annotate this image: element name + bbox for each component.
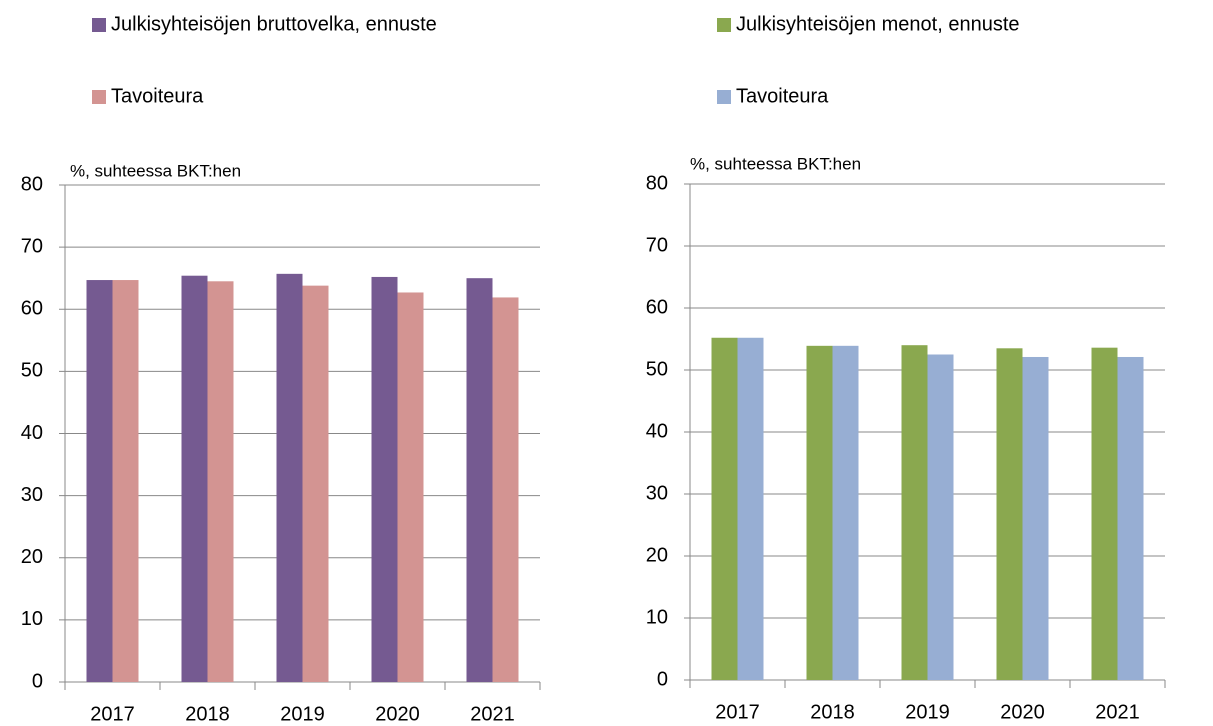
bar (181, 275, 208, 682)
y-tick-label: 0 (657, 668, 668, 690)
legend-swatch (717, 18, 731, 32)
bar (112, 280, 139, 682)
y-tick-label: 10 (21, 608, 43, 630)
bar (86, 280, 113, 682)
y-tick-label: 60 (21, 298, 43, 320)
y-tick-label: 50 (21, 360, 43, 382)
bar (1117, 356, 1144, 680)
bar (492, 297, 519, 682)
x-tick-label: 2018 (810, 701, 855, 723)
y-tick-label: 50 (646, 358, 668, 380)
y-tick-label: 40 (21, 422, 43, 444)
x-tick-label: 2021 (1095, 701, 1140, 723)
x-tick-label: 2017 (90, 703, 135, 725)
legend-label: Julkisyhteisöjen menot, ennuste (736, 13, 1020, 35)
bar (397, 292, 424, 682)
x-tick-label: 2017 (715, 701, 760, 723)
y-tick-label: 20 (646, 544, 668, 566)
y-tick-label: 20 (21, 546, 43, 568)
y-tick-label: 60 (646, 296, 668, 318)
bar (806, 345, 833, 680)
x-tick-label: 2019 (280, 703, 325, 725)
y-axis-label: %, suhteessa BKT:hen (690, 154, 861, 173)
bar (996, 348, 1023, 680)
bar (302, 285, 329, 682)
bar (371, 276, 398, 682)
y-tick-label: 80 (646, 172, 668, 194)
bar (1091, 347, 1118, 680)
y-tick-label: 80 (21, 173, 43, 195)
legend-label: Tavoiteura (736, 85, 829, 107)
bar (276, 273, 303, 682)
x-tick-label: 2018 (185, 703, 230, 725)
y-tick-label: 0 (32, 670, 43, 692)
y-tick-label: 30 (646, 482, 668, 504)
y-tick-label: 70 (646, 234, 668, 256)
legend-swatch (717, 90, 731, 104)
bar (1022, 356, 1049, 680)
bar (927, 354, 954, 680)
y-tick-label: 10 (646, 606, 668, 628)
y-tick-label: 40 (646, 420, 668, 442)
bar (207, 281, 234, 682)
bar (737, 337, 764, 680)
legend-swatch (92, 18, 106, 32)
legend-label: Julkisyhteisöjen bruttovelka, ennuste (111, 13, 437, 35)
x-tick-label: 2021 (470, 703, 515, 725)
y-tick-label: 70 (21, 235, 43, 257)
legend-label: Tavoiteura (111, 85, 204, 107)
bar (901, 345, 928, 680)
x-tick-label: 2020 (1000, 701, 1045, 723)
y-tick-label: 30 (21, 484, 43, 506)
bar (711, 337, 738, 680)
bar (832, 345, 859, 680)
y-axis-label: %, suhteessa BKT:hen (70, 161, 241, 180)
bar (466, 278, 493, 682)
x-tick-label: 2019 (905, 701, 950, 723)
legend-swatch (92, 90, 106, 104)
x-tick-label: 2020 (375, 703, 420, 725)
